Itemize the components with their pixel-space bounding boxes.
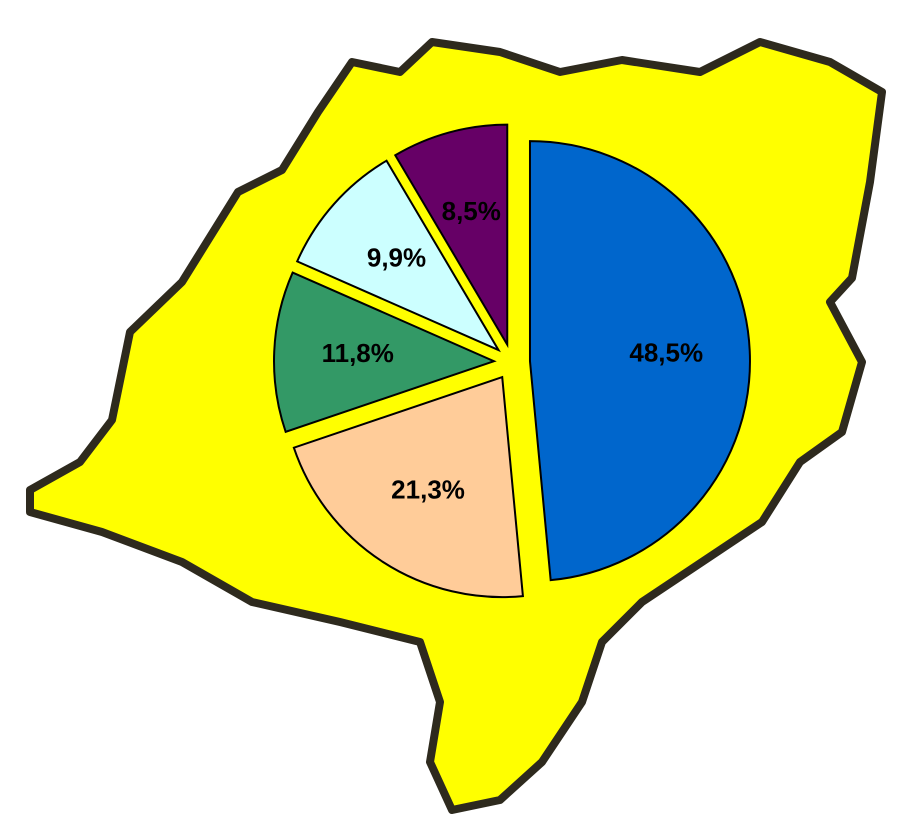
pie-slice xyxy=(292,375,525,599)
pie-slice xyxy=(393,123,509,349)
pie-slice xyxy=(273,271,497,434)
slice-label: 9,9% xyxy=(367,242,426,272)
slice-label: 8,5% xyxy=(442,196,501,226)
pie-slice xyxy=(295,159,501,353)
slice-label: 21,3% xyxy=(391,474,465,504)
pie-slice xyxy=(528,140,751,582)
slice-label: 11,8% xyxy=(322,338,394,368)
slice-label: 48,5% xyxy=(629,338,703,368)
